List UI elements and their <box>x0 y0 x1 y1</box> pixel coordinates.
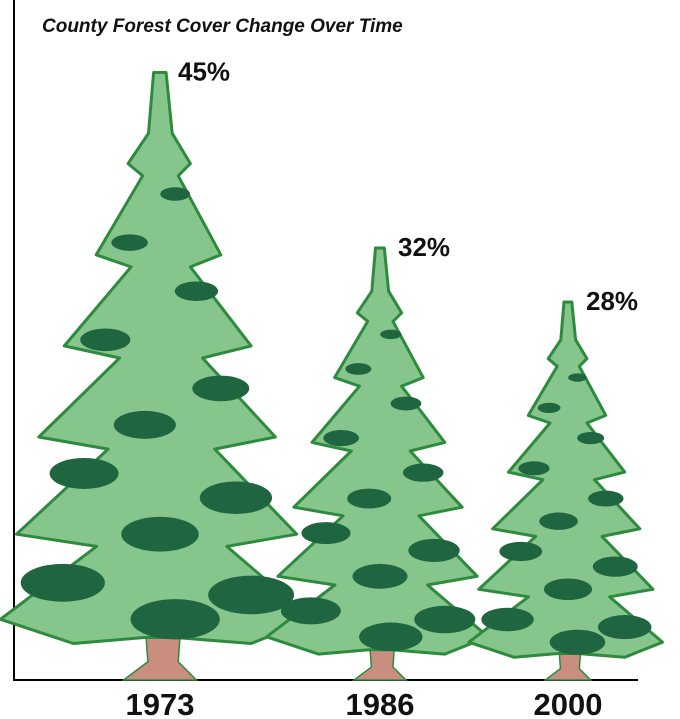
tree-shade <box>592 556 638 577</box>
chart-title: County Forest Cover Change Over Time <box>42 16 403 37</box>
tree-shade <box>347 488 392 509</box>
tree-shade <box>121 516 199 552</box>
tree-shade <box>301 522 351 545</box>
tree-canopy <box>467 300 664 659</box>
tree-shade <box>323 430 359 447</box>
x-tick-label: 1986 <box>346 687 415 719</box>
value-label: 32% <box>398 232 450 262</box>
tree-shade <box>20 563 105 602</box>
tree-shade <box>49 457 119 489</box>
tree-shade <box>390 396 422 411</box>
tree-shade <box>359 622 423 652</box>
tree-shade <box>280 597 341 625</box>
tree-shade <box>414 605 476 634</box>
tree-shade <box>543 578 593 601</box>
tree-shade <box>588 490 624 507</box>
tree-shade <box>113 410 176 439</box>
tree-shade <box>568 373 587 382</box>
tree-shade <box>80 328 131 352</box>
tree-shade <box>481 607 534 632</box>
tree-shade <box>174 281 219 301</box>
tree-canopy <box>265 246 490 656</box>
tree-shade <box>160 187 191 201</box>
x-tick-label: 2000 <box>534 687 603 719</box>
tree-shade <box>402 463 444 482</box>
tree-shade <box>130 599 220 640</box>
tree <box>265 246 490 681</box>
tree-shade <box>199 481 273 515</box>
tree <box>467 300 664 681</box>
value-label: 45% <box>178 57 230 87</box>
tree-canopy <box>0 71 314 645</box>
tree-shade <box>192 375 250 402</box>
tree-shade <box>537 402 561 413</box>
tree-shade <box>577 432 605 445</box>
tree-shade <box>380 329 402 340</box>
tree-shade <box>408 538 460 562</box>
tree-shade <box>597 615 652 640</box>
tree-shade <box>539 512 578 530</box>
tree-shade <box>111 234 148 251</box>
tree <box>0 71 314 681</box>
tree-shade <box>549 629 606 655</box>
tree-shade <box>208 575 295 615</box>
x-tick-label: 1973 <box>126 687 195 719</box>
tree-shade <box>499 541 543 562</box>
tree-shade <box>345 363 372 375</box>
tree-shade <box>352 563 408 589</box>
value-label: 28% <box>586 286 638 316</box>
tree-shade <box>518 461 550 476</box>
